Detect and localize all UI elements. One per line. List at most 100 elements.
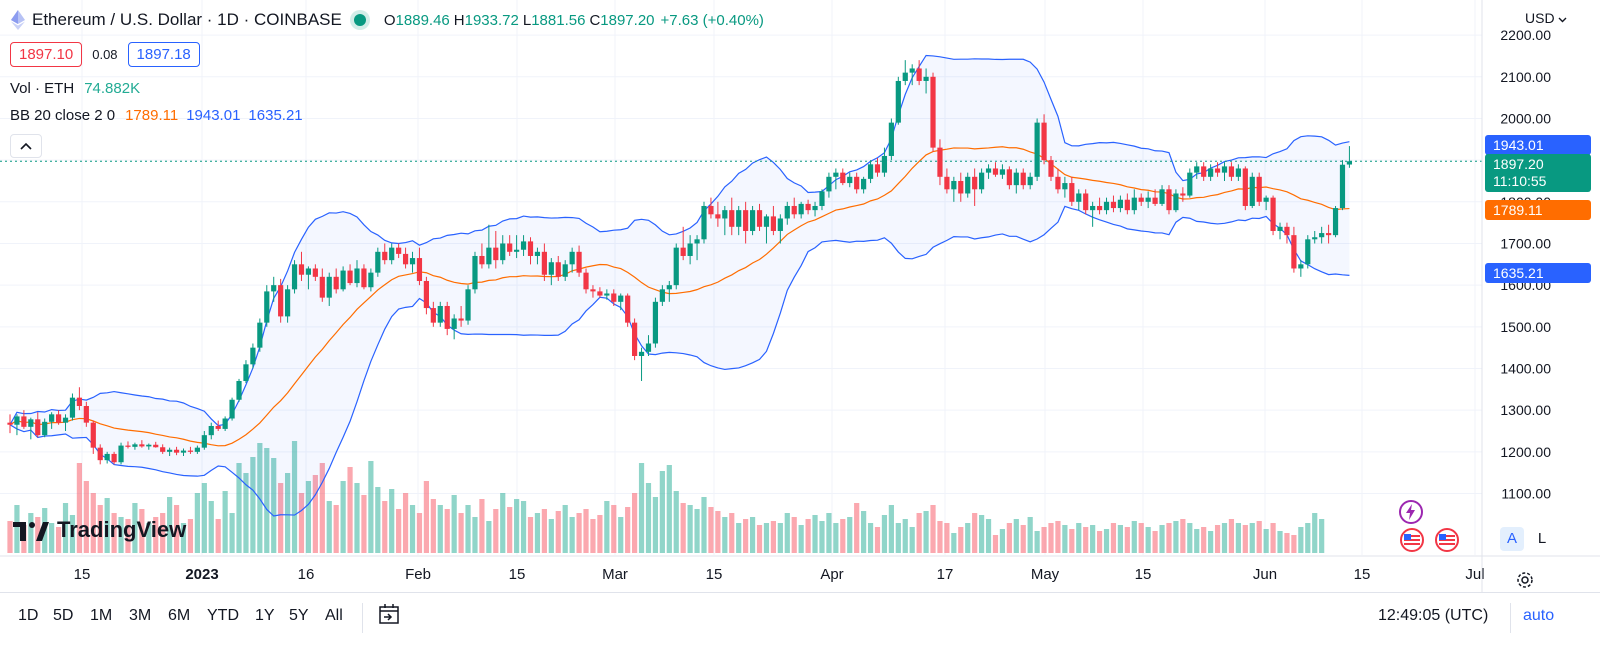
volume-bar <box>375 487 381 553</box>
volume-bar <box>368 461 374 553</box>
price-tick-label: 1300.00 <box>1500 402 1551 418</box>
volume-bar <box>1291 535 1297 553</box>
volume-bar <box>14 505 20 553</box>
candle-body <box>930 76 936 148</box>
tradingview-logo[interactable]: TradingView <box>13 517 186 543</box>
range-1d-button[interactable]: 1D <box>18 607 39 624</box>
volume-bar <box>1117 525 1123 553</box>
candle-body <box>1214 168 1221 173</box>
volume-bar <box>867 523 874 553</box>
candle-body <box>999 169 1006 175</box>
volume-bar <box>243 473 249 553</box>
high-value: 1933.72 <box>464 11 519 29</box>
volume-bar <box>881 515 888 553</box>
candle-body <box>1332 208 1339 236</box>
auto-scale-button[interactable]: A <box>1500 527 1524 551</box>
low-label: L <box>522 11 532 29</box>
gear-icon[interactable] <box>1515 570 1535 590</box>
candle-body <box>236 380 242 400</box>
volume-bar <box>1034 531 1040 553</box>
volume-bar <box>7 521 13 553</box>
volume-bar <box>444 509 450 553</box>
volume-legend[interactable]: Vol · ETH 74.882K <box>10 80 140 97</box>
volume-bar <box>1152 531 1158 553</box>
volume-bar <box>229 513 235 553</box>
volume-bar <box>423 481 429 553</box>
time-tick-label: Jun <box>1253 566 1277 583</box>
volume-bar <box>1228 519 1235 553</box>
range-5d-button[interactable]: 5D <box>53 607 74 624</box>
candle-body <box>527 241 534 256</box>
candle-body <box>409 258 416 265</box>
candle-body <box>1194 166 1200 173</box>
price-tick-label: 2200.00 <box>1500 27 1551 43</box>
volume-bar <box>1048 523 1054 553</box>
candle-body <box>278 285 284 317</box>
time-tick-label: Apr <box>820 566 843 583</box>
volume-bar <box>278 483 284 553</box>
candle-body <box>264 291 270 323</box>
candle-body <box>562 264 568 277</box>
range-3m-button[interactable]: 3M <box>129 607 152 624</box>
range-6m-button[interactable]: 6M <box>168 607 191 624</box>
volume-bar <box>1221 523 1228 553</box>
candle-body <box>35 419 41 436</box>
utc-clock[interactable]: 12:49:05 (UTC) <box>1378 607 1489 624</box>
ethereum-icon <box>11 10 25 30</box>
us-flag-event-icon[interactable] <box>1398 526 1426 554</box>
candle-body <box>694 239 700 244</box>
volume-bar <box>125 519 131 553</box>
volume-bar <box>1208 531 1214 553</box>
volume-bar <box>167 497 173 553</box>
bollinger-legend[interactable]: BB 20 close 2 0 1789.11 1943.01 1635.21 <box>10 107 303 124</box>
candle-body <box>944 176 950 190</box>
candle-body <box>1249 176 1255 206</box>
range-ytd-button[interactable]: YTD <box>207 607 239 624</box>
sell-button[interactable]: 1897.10 <box>10 42 83 67</box>
volume-bar <box>514 499 520 553</box>
volume-bar <box>451 495 457 553</box>
bar-countdown: 11:10:55 <box>1493 173 1547 189</box>
last-price-value: 1897.20 <box>1493 156 1544 172</box>
candle-body <box>493 247 499 261</box>
range-1y-button[interactable]: 1Y <box>255 607 275 624</box>
volume-bar <box>708 507 714 553</box>
volume-bar <box>569 517 575 553</box>
candle-body <box>895 80 901 123</box>
candle-body <box>305 268 312 275</box>
symbol-legend: Ethereum / U.S. Dollar · 1D · COINBASE O… <box>10 10 764 30</box>
volume-bar <box>458 513 464 553</box>
range-1m-button[interactable]: 1M <box>90 607 113 624</box>
candle-body <box>1277 226 1283 231</box>
open-value: 1889.46 <box>395 11 450 29</box>
calendar-goto-icon[interactable] <box>375 601 403 629</box>
candle-body <box>625 295 631 323</box>
log-scale-button[interactable]: L <box>1537 530 1547 547</box>
range-all-button[interactable]: All <box>325 607 343 624</box>
candle-body <box>569 251 575 265</box>
volume-bar <box>756 525 763 553</box>
auto-button[interactable]: auto <box>1523 607 1555 624</box>
range-5y-button[interactable]: 5Y <box>289 607 309 624</box>
volume-bar <box>1090 525 1096 553</box>
buy-button[interactable]: 1897.18 <box>127 42 200 67</box>
candle-body <box>1291 235 1297 269</box>
candle-body <box>1270 197 1276 231</box>
candle-body <box>520 241 527 250</box>
volume-bar <box>1214 525 1221 553</box>
currency-selector[interactable]: USD <box>1525 10 1567 26</box>
volume-bar <box>1277 531 1283 553</box>
candle-body <box>652 301 659 344</box>
symbol-title[interactable]: Ethereum / U.S. Dollar · 1D · COINBASE <box>32 10 342 29</box>
flash-event-icon[interactable] <box>1397 498 1425 526</box>
us-flag-event-icon[interactable] <box>1433 526 1461 554</box>
candle-body <box>14 416 20 425</box>
volume-bar <box>1124 527 1130 553</box>
candle-body <box>132 444 138 447</box>
collapse-legend-button[interactable] <box>10 134 42 158</box>
bollinger-basis-line <box>9 146 1350 447</box>
candle-body <box>1103 201 1110 211</box>
candle-body <box>118 445 124 463</box>
time-tick-label: 15 <box>1354 566 1371 583</box>
